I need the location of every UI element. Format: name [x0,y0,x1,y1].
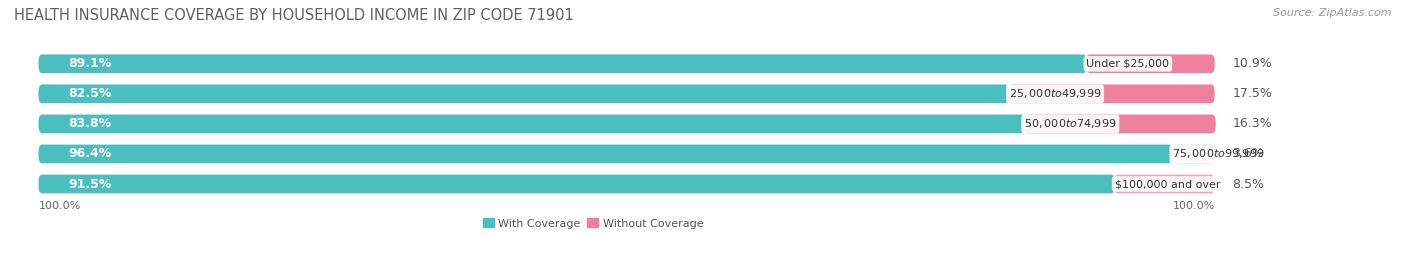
Text: 89.1%: 89.1% [67,57,111,70]
Text: $25,000 to $49,999: $25,000 to $49,999 [1008,87,1101,100]
Text: 91.5%: 91.5% [67,178,111,190]
FancyBboxPatch shape [38,175,1215,193]
FancyBboxPatch shape [1087,55,1215,73]
FancyBboxPatch shape [38,175,1115,193]
Text: $75,000 to $99,999: $75,000 to $99,999 [1173,147,1265,161]
FancyBboxPatch shape [1024,115,1216,133]
FancyBboxPatch shape [38,84,1215,103]
Text: 100.0%: 100.0% [38,201,80,211]
FancyBboxPatch shape [38,55,1087,73]
FancyBboxPatch shape [38,115,1215,133]
Text: Source: ZipAtlas.com: Source: ZipAtlas.com [1274,8,1392,18]
Text: 100.0%: 100.0% [1173,201,1215,211]
Text: 82.5%: 82.5% [67,87,111,100]
Text: 16.3%: 16.3% [1232,117,1272,130]
Text: 3.6%: 3.6% [1232,147,1264,161]
Legend: With Coverage, Without Coverage: With Coverage, Without Coverage [482,218,703,229]
Text: HEALTH INSURANCE COVERAGE BY HOUSEHOLD INCOME IN ZIP CODE 71901: HEALTH INSURANCE COVERAGE BY HOUSEHOLD I… [14,8,574,23]
Text: 96.4%: 96.4% [67,147,111,161]
FancyBboxPatch shape [38,115,1024,133]
Text: $100,000 and over: $100,000 and over [1115,179,1220,189]
FancyBboxPatch shape [38,145,1215,163]
Text: 10.9%: 10.9% [1232,57,1272,70]
Text: 83.8%: 83.8% [67,117,111,130]
FancyBboxPatch shape [38,145,1173,163]
Text: 17.5%: 17.5% [1232,87,1272,100]
FancyBboxPatch shape [1173,145,1215,163]
FancyBboxPatch shape [1115,175,1215,193]
Text: Under $25,000: Under $25,000 [1087,59,1170,69]
FancyBboxPatch shape [1008,84,1215,103]
FancyBboxPatch shape [38,84,1008,103]
Text: 8.5%: 8.5% [1232,178,1264,190]
FancyBboxPatch shape [38,55,1215,73]
Text: $50,000 to $74,999: $50,000 to $74,999 [1024,117,1116,130]
